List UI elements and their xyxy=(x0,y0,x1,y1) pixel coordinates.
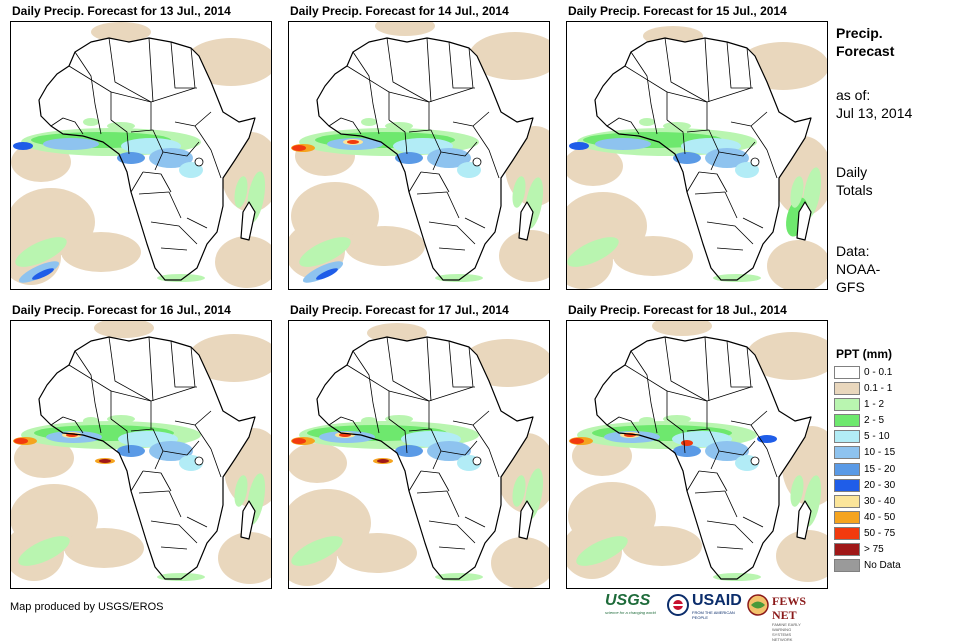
legend-label: 30 - 40 xyxy=(864,495,896,507)
legend-label: 1 - 2 xyxy=(864,399,885,411)
precip-map[interactable] xyxy=(288,21,550,290)
legend-swatch xyxy=(834,398,860,412)
legend-swatch xyxy=(834,510,860,524)
usgs-logo-text: USGS xyxy=(605,592,651,609)
legend-swatch xyxy=(834,494,860,508)
sidebar-title-line1: Precip. xyxy=(836,25,883,41)
forecast-panel-6: Daily Precip. Forecast for 18 Jul., 2014 xyxy=(566,303,828,589)
logo-strip: USGS science for a changing world USAID … xyxy=(605,592,831,642)
sidebar-data-source: Data: NOAA- GFS xyxy=(836,242,880,296)
usaid-logo-text: USAID xyxy=(692,592,742,609)
legend-swatch xyxy=(834,446,860,460)
data-line3: GFS xyxy=(836,279,865,295)
legend-label: 40 - 50 xyxy=(864,511,896,523)
legend-swatch xyxy=(834,543,860,557)
data-line1: Data: xyxy=(836,243,870,259)
sidebar-title: Precip. Forecast xyxy=(836,24,894,60)
forecast-panel-5: Daily Precip. Forecast for 17 Jul., 2014 xyxy=(288,303,550,589)
precip-map[interactable] xyxy=(566,21,828,290)
precip-map[interactable] xyxy=(10,320,272,589)
map-svg xyxy=(567,321,827,582)
panel-title: Daily Precip. Forecast for 15 Jul., 2014 xyxy=(568,4,787,18)
legend-label: 20 - 30 xyxy=(864,479,896,491)
legend-swatch xyxy=(834,414,860,428)
panel-title: Daily Precip. Forecast for 16 Jul., 2014 xyxy=(12,303,231,317)
map-svg xyxy=(289,323,549,588)
map-svg xyxy=(11,22,271,288)
panel-title: Daily Precip. Forecast for 18 Jul., 2014 xyxy=(568,303,787,317)
panel-title: Daily Precip. Forecast for 13 Jul., 2014 xyxy=(12,4,231,18)
usgs-tagline: science for a changing world xyxy=(605,610,656,615)
legend-label: 5 - 10 xyxy=(864,431,890,443)
forecast-panel-3: Daily Precip. Forecast for 15 Jul., 2014 xyxy=(566,4,828,290)
forecast-panel-2: Daily Precip. Forecast for 14 Jul., 2014 xyxy=(288,4,550,290)
usgs-logo: USGS science for a changing world xyxy=(605,592,656,615)
map-svg xyxy=(11,321,271,584)
legend-swatch xyxy=(834,478,860,492)
legend-label: 10 - 15 xyxy=(864,447,896,459)
map-credit: Map produced by USGS/EROS xyxy=(10,601,164,613)
usaid-tagline: FROM THE AMERICAN PEOPLE xyxy=(692,610,735,620)
sidebar-asof: as of: Jul 13, 2014 xyxy=(836,86,912,122)
legend-label: No Data xyxy=(864,560,901,572)
forecast-panel-4: Daily Precip. Forecast for 16 Jul., 2014 xyxy=(10,303,272,589)
fews-logo-text: FEWS NET xyxy=(772,594,807,622)
usaid-seal-icon xyxy=(667,594,689,616)
legend-swatch xyxy=(834,462,860,476)
legend-label: 0.1 - 1 xyxy=(864,383,893,395)
precip-map[interactable] xyxy=(10,21,272,290)
legend-label: > 75 xyxy=(864,544,884,556)
legend-swatch xyxy=(834,559,860,573)
legend-title: PPT (mm) xyxy=(836,347,893,361)
fews-tagline: FAMINE EARLY WARNING SYSTEMS NETWORK xyxy=(772,622,801,642)
precip-map[interactable] xyxy=(288,320,550,589)
legend-label: 15 - 20 xyxy=(864,463,896,475)
totals-line2: Totals xyxy=(836,182,873,198)
legend-label: 0 - 0.1 xyxy=(864,367,893,378)
legend-swatch xyxy=(834,366,860,379)
totals-line1: Daily xyxy=(836,164,868,180)
sidebar-totals: Daily Totals xyxy=(836,163,873,199)
precip-map[interactable] xyxy=(566,320,828,589)
asof-label: as of: xyxy=(836,87,871,103)
legend-swatch xyxy=(834,526,860,540)
asof-date: Jul 13, 2014 xyxy=(836,105,913,121)
legend-label: 50 - 75 xyxy=(864,527,896,539)
data-line2: NOAA- xyxy=(836,261,881,277)
legend-swatch xyxy=(834,382,860,396)
forecast-panel-1: Daily Precip. Forecast for 13 Jul., 2014 xyxy=(10,4,272,290)
legend-label: 2 - 5 xyxy=(864,415,885,427)
panel-title: Daily Precip. Forecast for 14 Jul., 2014 xyxy=(290,4,509,18)
panel-title: Daily Precip. Forecast for 17 Jul., 2014 xyxy=(290,303,509,317)
sidebar-title-line2: Forecast xyxy=(836,43,895,59)
fews-globe-icon xyxy=(747,594,769,616)
map-svg xyxy=(289,22,549,283)
map-svg xyxy=(567,26,827,289)
legend-swatch xyxy=(834,430,860,444)
